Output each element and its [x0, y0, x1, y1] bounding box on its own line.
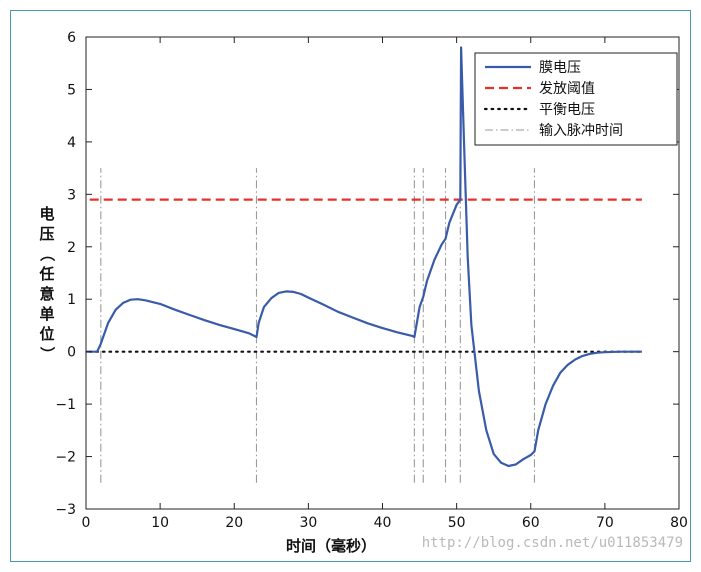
x-tick-label-4: 40: [374, 515, 392, 531]
legend-box: [474, 52, 678, 146]
x-tick-label-6: 60: [522, 515, 540, 531]
y-tick-label-0: −3: [55, 502, 76, 518]
chart-frame: 0 10 20 30 40 50 60 70 80 −3 −2 −1 0 1 2 3 4 5 6 膜电压发放阈值平衡…: [10, 10, 691, 562]
x-tick-label-0: 0: [82, 515, 91, 531]
x-tick-label-3: 30: [299, 515, 317, 531]
y-axis-label-char-2: （: [38, 246, 56, 261]
y-axis-label-char-3: 任: [38, 265, 54, 283]
y-tick-label-4: 1: [67, 292, 76, 308]
legend-label-2: 平衡电压: [539, 102, 595, 118]
x-tick-label-2: 20: [225, 515, 243, 531]
y-tick-label-8: 5: [67, 82, 76, 98]
x-tick-label-5: 50: [448, 515, 466, 531]
y-tick-label-1: −2: [55, 450, 76, 466]
y-axis-label-char-4: 意: [39, 285, 54, 303]
y-axis-label-char-7: ）: [38, 346, 56, 361]
plot-area: [86, 46, 644, 483]
y-tick-label-3: 0: [67, 345, 76, 361]
y-axis-label-char-1: 压: [39, 225, 54, 243]
legend-label-0: 膜电压: [539, 60, 581, 76]
series-line-solid: [86, 46, 642, 468]
y-axis-label-char-0: 电: [39, 205, 54, 223]
y-axis-label-char-6: 位: [39, 325, 54, 343]
legend-label-1: 发放阈值: [539, 81, 595, 97]
watermark-text: http://blog.csdn.net/u011853479: [422, 535, 683, 551]
x-tick-label-1: 10: [151, 515, 169, 531]
line-chart: 0 10 20 30 40 50 60 70 80 −3 −2 −1 0 1 2 3 4 5 6 膜电压发放阈值平衡…: [38, 30, 688, 555]
axes: 0 10 20 30 40 50 60 70 80 −3 −2 −1 0 1 2 3 4 5 6: [55, 30, 688, 531]
y-tick-label-5: 2: [67, 240, 76, 256]
legend-label-3: 输入脉冲时间: [539, 123, 623, 139]
x-tick-label-7: 70: [596, 515, 614, 531]
x-axis-label: 时间（毫秒）: [286, 537, 376, 555]
y-axis-label-char-5: 单: [39, 305, 54, 323]
y-tick-label-6: 3: [67, 187, 76, 203]
x-tick-label-8: 80: [670, 515, 688, 531]
y-tick-label-2: −1: [55, 397, 76, 413]
y-tick-label-7: 4: [67, 135, 76, 151]
y-tick-label-9: 6: [67, 30, 76, 46]
